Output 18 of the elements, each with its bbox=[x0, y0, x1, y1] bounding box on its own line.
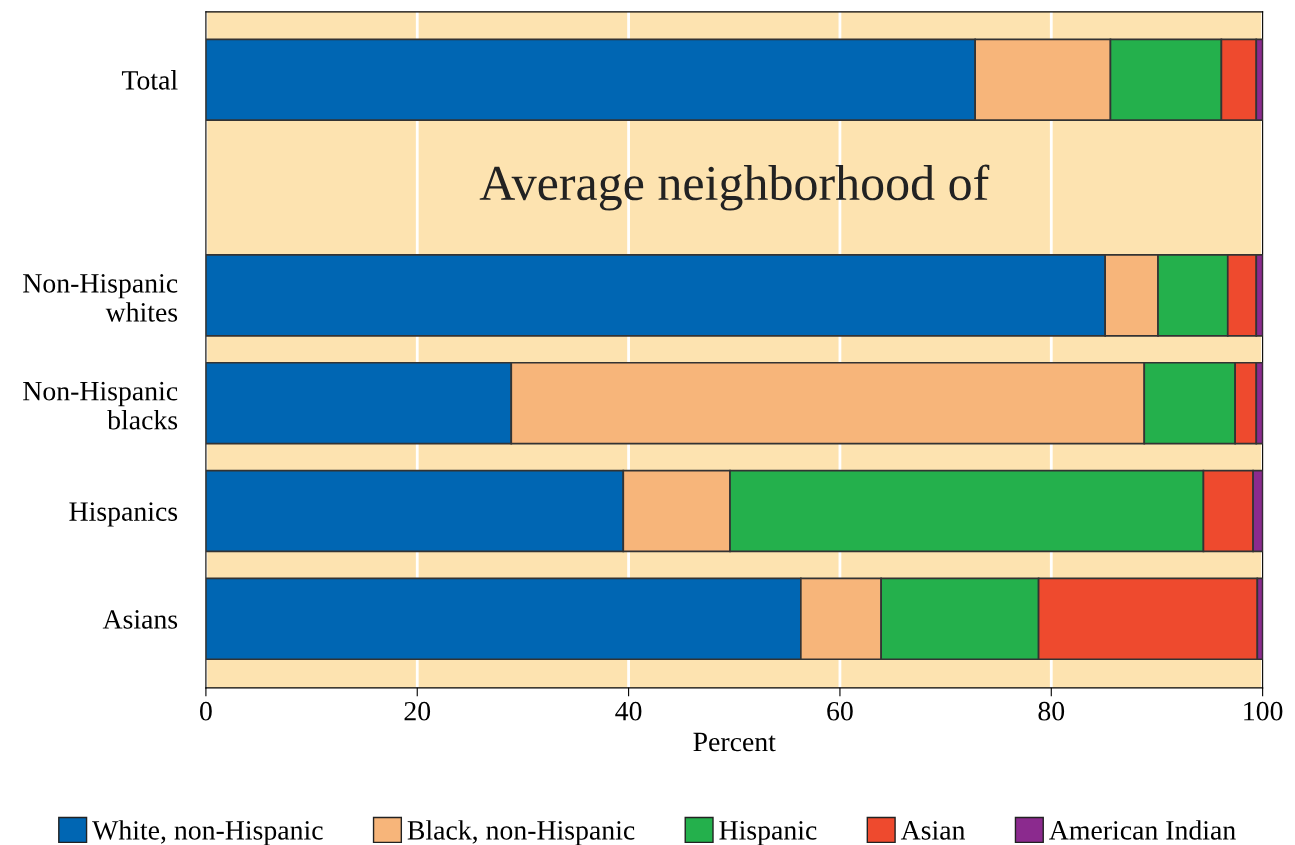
x-tick-label: 100 bbox=[1244, 701, 1283, 721]
x-tick-label: 0 bbox=[200, 701, 212, 721]
x-tick-label: 60 bbox=[827, 701, 853, 721]
annotation: Average neighborhood of bbox=[479, 164, 990, 211]
y-tick-label: Hispanics bbox=[69, 502, 178, 527]
y-tick-label: Non-Hispanic whites bbox=[23, 274, 178, 322]
y-tick-label: Total bbox=[121, 70, 178, 90]
legend-label: Black, non-Hispanic bbox=[407, 820, 635, 845]
legend-label: Asian bbox=[900, 821, 966, 840]
legend-label: American Indian bbox=[1049, 820, 1236, 840]
legend-label: White, non-Hispanic bbox=[92, 820, 323, 845]
y-tick-label: Non-Hispanic blacks bbox=[23, 381, 178, 430]
x-axis-title: Percent bbox=[693, 732, 776, 752]
x-tick-label: 80 bbox=[1038, 701, 1065, 721]
legend-label: Hispanic bbox=[719, 821, 817, 845]
x-tick-label: 40 bbox=[615, 701, 642, 721]
x-tick-label: 20 bbox=[404, 701, 431, 721]
y-tick-label: Asians bbox=[102, 610, 178, 629]
